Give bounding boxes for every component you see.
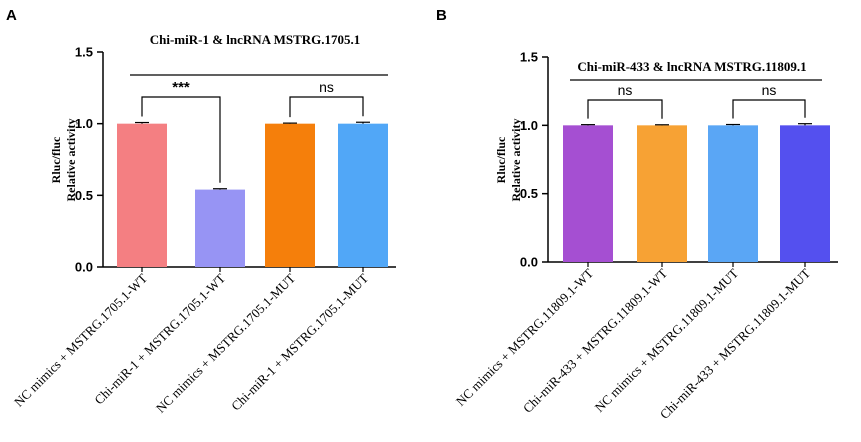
y-tick-label: 0.0 xyxy=(75,260,93,275)
x-category-label: NC mimics + MSTRG.11809.1-WT xyxy=(453,265,596,408)
x-category-label: Chi-miR-433 + MSTRG.11809.1-WT xyxy=(520,265,670,415)
bar xyxy=(563,125,613,262)
bar xyxy=(338,123,388,268)
y-axis-label: Rluc/flucRelative activity xyxy=(494,119,523,202)
y-axis-label-line: Relative activity xyxy=(509,119,523,202)
significance-bracket xyxy=(141,96,221,183)
y-axis-label-line: Rluc/fluc xyxy=(49,136,63,183)
bar xyxy=(265,123,315,268)
y-tick-label: 1.0 xyxy=(75,116,93,131)
x-category-label: NC mimics + MSTRG.11809.1-MUT xyxy=(592,265,742,415)
significance-bracket xyxy=(732,99,806,119)
y-axis-label: Rluc/flucRelative activity xyxy=(49,119,78,202)
panel-b-chart: Chi-miR-433 & lncRNA MSTRG.11809.1 Rluc/f… xyxy=(453,50,838,422)
bar xyxy=(708,125,758,262)
y-tick-label: 0.0 xyxy=(520,255,538,270)
x-category-label: NC mimics + MSTRG.1705.1-MUT xyxy=(153,270,298,415)
significance-bracket xyxy=(289,96,364,118)
y-tick-label: 1.5 xyxy=(75,45,93,60)
chart-title: Chi-miR-433 & lncRNA MSTRG.11809.1 xyxy=(577,59,806,74)
y-tick-label: 0.5 xyxy=(520,186,538,201)
bar xyxy=(637,125,687,262)
panel-a-chart: Chi-miR-1 & lncRNA MSTRG.1705.1 Rluc/fluc… xyxy=(11,32,396,416)
chart-title: Chi-miR-1 & lncRNA MSTRG.1705.1 xyxy=(150,32,361,47)
y-axis-label-line: Relative activity xyxy=(64,119,78,202)
bar xyxy=(195,189,245,267)
y-tick-label: 1.0 xyxy=(520,118,538,133)
significance-bracket xyxy=(587,99,663,119)
bar xyxy=(780,125,830,262)
y-axis-label-line: Rluc/fluc xyxy=(494,136,508,183)
x-category-label: NC mimics + MSTRG.1705.1-WT xyxy=(11,270,150,409)
x-category-label: Chi-miR-433 + MSTRG.11809.1-MUT xyxy=(657,265,813,421)
panel-letter-a: A xyxy=(6,7,17,24)
panel-letter-b: B xyxy=(436,7,447,24)
y-tick-label: 1.5 xyxy=(520,50,538,65)
significance-label: ns xyxy=(762,82,777,98)
significance-label: *** xyxy=(172,79,190,96)
x-category-label: Chi-miR-1 + MSTRG.1705.1-WT xyxy=(91,270,228,407)
y-tick-label: 0.5 xyxy=(75,188,93,203)
bar xyxy=(117,123,167,268)
x-category-label: Chi-miR-1 + MSTRG.1705.1-MUT xyxy=(228,270,371,413)
significance-label: ns xyxy=(618,82,633,98)
significance-label: ns xyxy=(319,79,334,95)
